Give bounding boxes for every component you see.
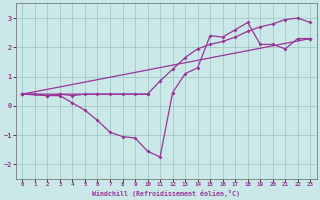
X-axis label: Windchill (Refroidissement éolien,°C): Windchill (Refroidissement éolien,°C)	[92, 190, 240, 197]
